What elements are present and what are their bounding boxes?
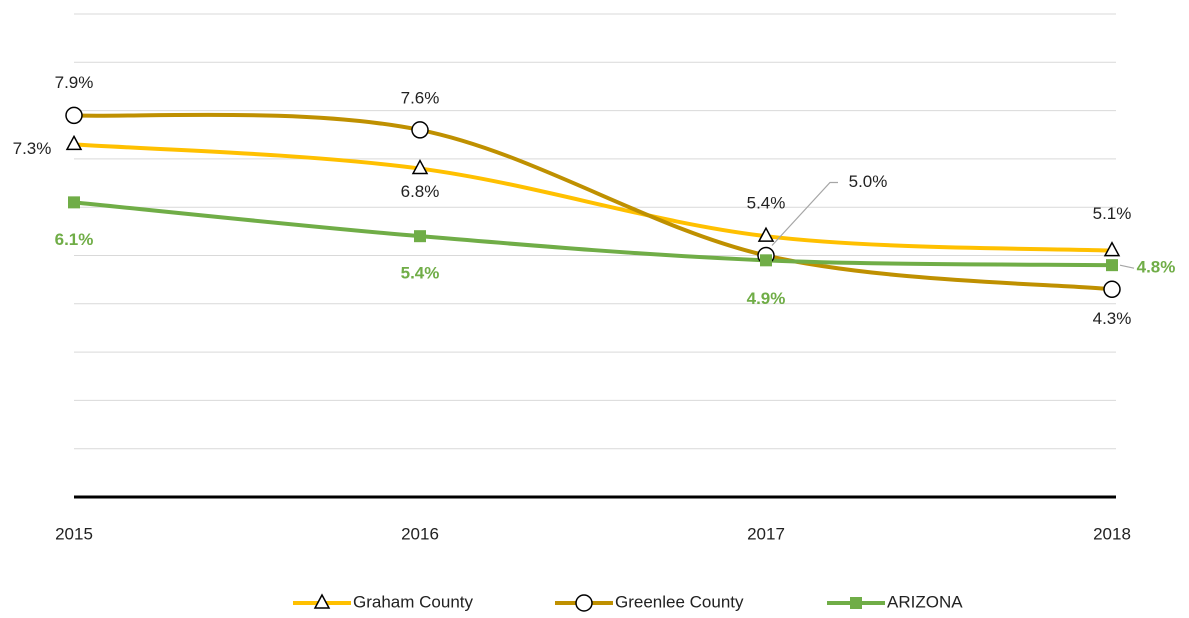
data-label: 4.9%	[747, 289, 786, 308]
marker	[313, 593, 331, 609]
data-label: 7.9%	[55, 73, 94, 92]
leader-line	[1119, 264, 1135, 269]
x-tick-label: 2017	[747, 524, 785, 543]
legend-item: Graham County	[293, 592, 473, 611]
data-label: 6.1%	[55, 230, 94, 249]
legend-label: Graham County	[353, 592, 473, 611]
legend-item: ARIZONA	[827, 592, 963, 611]
marker	[1103, 280, 1121, 299]
marker	[1103, 241, 1121, 257]
marker	[68, 196, 80, 209]
data-label: 5.0%	[849, 172, 888, 191]
marker	[411, 158, 429, 175]
data-label: 4.3%	[1093, 309, 1132, 328]
data-label: 5.4%	[747, 194, 786, 213]
line	[73, 200, 1113, 268]
marker	[65, 106, 83, 125]
x-tick-label: 2015	[55, 524, 93, 543]
data-label: 6.8%	[401, 182, 440, 201]
marker	[760, 254, 772, 267]
data-label: 7.3%	[13, 139, 52, 158]
data-label: 5.4%	[401, 264, 440, 283]
marker	[1106, 259, 1118, 272]
line	[73, 142, 1113, 253]
data-label: 4.8%	[1137, 258, 1176, 277]
marker	[850, 597, 862, 609]
legend-label: Greenlee County	[615, 592, 744, 611]
marker	[575, 594, 593, 612]
x-tick-label: 2016	[401, 524, 439, 543]
marker	[757, 226, 775, 242]
leader-line	[771, 181, 838, 246]
x-tick-label: 2018	[1093, 524, 1131, 543]
marker	[414, 230, 426, 243]
marker	[65, 134, 83, 151]
data-label: 5.1%	[1093, 204, 1132, 223]
line	[73, 112, 1113, 292]
data-label: 7.6%	[401, 88, 440, 107]
legend-label: ARIZONA	[887, 592, 963, 611]
legend-item: Greenlee County	[555, 592, 744, 612]
marker	[411, 121, 429, 139]
